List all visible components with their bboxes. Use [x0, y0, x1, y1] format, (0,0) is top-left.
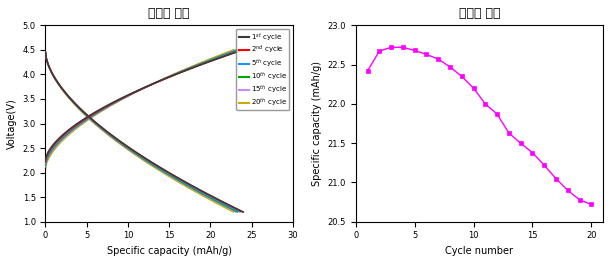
Y-axis label: Voltage(V): Voltage(V) — [7, 98, 17, 149]
X-axis label: Specific capacity (mAh/g): Specific capacity (mAh/g) — [107, 246, 232, 256]
Legend: 1$^{st}$ cycle, 2$^{nd}$ cycle, 5$^{th}$ cycle, 10$^{th}$ cycle, 15$^{th}$ cycle: 1$^{st}$ cycle, 2$^{nd}$ cycle, 5$^{th}$… — [237, 29, 289, 110]
Title: 사이클 특성: 사이클 특성 — [459, 7, 500, 20]
X-axis label: Cycle number: Cycle number — [445, 246, 514, 256]
Y-axis label: Specific capacity (mAh/g): Specific capacity (mAh/g) — [312, 61, 322, 186]
Title: 충방전 곡선: 충방전 곡선 — [148, 7, 190, 20]
